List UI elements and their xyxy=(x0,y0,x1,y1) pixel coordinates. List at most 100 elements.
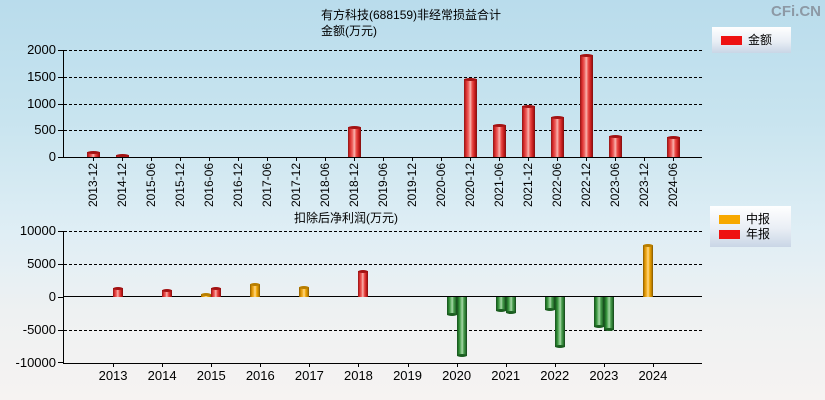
x-tick-2018-12 xyxy=(354,157,355,161)
legend-item-annual: 年报 xyxy=(719,227,783,241)
y-axis-label-0: 0 xyxy=(48,289,56,304)
y-axis-label-10000: 10000 xyxy=(19,223,56,238)
bar-2022-06 xyxy=(550,116,564,157)
x-tick-2015-06 xyxy=(151,157,152,161)
x-axis-label-2024-06: 2024-06 xyxy=(666,163,680,208)
x-tick-2021-06 xyxy=(499,157,500,161)
x-axis-label-2023-12: 2023-12 xyxy=(637,163,651,208)
bar-年报-2023 xyxy=(603,297,614,331)
x-axis-label-2014-12: 2014-12 xyxy=(115,163,129,208)
bar-2024-06 xyxy=(666,135,680,157)
x-axis-label-2021-06: 2021-06 xyxy=(492,163,506,208)
bar-中报-2022 xyxy=(544,297,555,312)
bar-年报-2014 xyxy=(162,289,173,297)
x-axis-label-2019-12: 2019-12 xyxy=(405,163,419,208)
legend-report-type: 中报 年报 xyxy=(710,206,791,247)
x-tick-2021 xyxy=(505,363,507,367)
x-tick-2018 xyxy=(358,363,360,367)
bar-中报-2024 xyxy=(642,243,653,297)
x-tick-2017 xyxy=(309,363,311,367)
bar-cap xyxy=(505,310,516,314)
x-axis-label-2022-06: 2022-06 xyxy=(550,163,564,208)
legend-item-interim: 中报 xyxy=(719,212,783,226)
gridline-5000 xyxy=(64,264,702,265)
bar-cap xyxy=(347,126,361,130)
zero-line xyxy=(64,296,702,297)
y-axis-label--5000: -5000 xyxy=(22,322,56,337)
bar-中报-2015 xyxy=(201,292,212,297)
x-tick-2022 xyxy=(554,363,556,367)
bar-中报-2017 xyxy=(299,286,310,297)
bar-cap xyxy=(642,243,653,247)
x-tick-2021-12 xyxy=(528,157,529,161)
bar-cap xyxy=(113,286,124,290)
legend-swatch-amount xyxy=(721,35,742,45)
x-tick-2018-06 xyxy=(325,157,326,161)
x-axis-label-2015-12: 2015-12 xyxy=(173,163,187,208)
y-axis-label-500: 500 xyxy=(34,122,56,138)
y-tick-2000 xyxy=(58,50,64,51)
bar-cap xyxy=(495,308,506,312)
x-axis-label-2016: 2016 xyxy=(245,368,275,383)
legend-swatch-interim xyxy=(719,214,740,224)
bar-年报-2022 xyxy=(554,297,565,348)
chart1-unit-label: 金额(万元) xyxy=(321,24,377,38)
bar-cap xyxy=(201,292,212,296)
x-axis-label-2024: 2024 xyxy=(638,368,668,383)
bar-cap xyxy=(554,344,565,348)
y-tick-0 xyxy=(58,297,64,298)
y-tick--5000 xyxy=(58,330,64,331)
legend-amount: 金额 xyxy=(712,27,791,53)
x-axis-label-2018-06: 2018-06 xyxy=(318,163,332,208)
x-axis-label-2015: 2015 xyxy=(196,368,226,383)
bar-cap xyxy=(492,123,506,127)
x-tick-2016 xyxy=(260,363,262,367)
bar-2022-12 xyxy=(579,54,593,157)
bar-2021-06 xyxy=(492,123,506,157)
x-tick-2017-06 xyxy=(267,157,268,161)
x-tick-2016-12 xyxy=(238,157,239,161)
x-tick-2013 xyxy=(113,363,115,367)
bar-cap xyxy=(521,105,535,109)
gridline-500 xyxy=(64,130,702,132)
y-tick-500 xyxy=(58,130,64,132)
bar-cap xyxy=(550,116,564,120)
bar-cap xyxy=(544,308,555,312)
bar-cap xyxy=(608,135,622,139)
x-axis-label-2019-06: 2019-06 xyxy=(376,163,390,208)
gridline-1000 xyxy=(64,103,702,105)
bar-cap xyxy=(162,289,173,293)
x-tick-2019-06 xyxy=(383,157,384,161)
bar-cap xyxy=(666,135,680,139)
x-axis-label-2022-12: 2022-12 xyxy=(579,163,593,208)
x-tick-2023-06 xyxy=(615,157,616,161)
bar-2020-12 xyxy=(463,78,477,157)
y-axis-label--10000: -10000 xyxy=(15,355,56,370)
bar-cap xyxy=(603,328,614,331)
nonrecurring-profit-chart: 0 500 1000 1500 2000 2013-12 2014-12 2015-06 201… xyxy=(27,43,702,207)
gridline-10000 xyxy=(64,231,702,232)
x-axis-label-2017: 2017 xyxy=(294,368,324,383)
x-tick-2019-12 xyxy=(412,157,413,161)
bar-cap xyxy=(115,153,129,157)
x-tick-2014 xyxy=(162,363,164,367)
x-tick-2024 xyxy=(652,363,654,367)
x-tick-2020-06 xyxy=(441,157,442,161)
bar-2023-06 xyxy=(608,135,622,157)
site-logo: CFi.CN xyxy=(771,3,821,20)
x-axis-label-2023: 2023 xyxy=(589,368,619,383)
chart2-title: 扣除后净利润(万元) xyxy=(294,211,398,225)
bar-中报-2021 xyxy=(495,297,506,312)
x-axis-label-2013-12: 2013-12 xyxy=(86,163,100,208)
bar-2014-12 xyxy=(115,153,129,157)
x-axis-label-2017-12: 2017-12 xyxy=(289,163,303,208)
bar-中报-2020 xyxy=(446,297,457,317)
x-axis-label-2018-12: 2018-12 xyxy=(347,163,361,208)
x-axis-label-2018: 2018 xyxy=(343,368,373,383)
y-tick-10000 xyxy=(58,231,64,232)
gridline-2000 xyxy=(64,50,702,51)
bar-2018-12 xyxy=(347,126,361,157)
x-axis-label-2016-06: 2016-06 xyxy=(202,163,216,208)
x-axis-label-2020-12: 2020-12 xyxy=(463,163,477,208)
x-axis-label-2022: 2022 xyxy=(540,368,570,383)
